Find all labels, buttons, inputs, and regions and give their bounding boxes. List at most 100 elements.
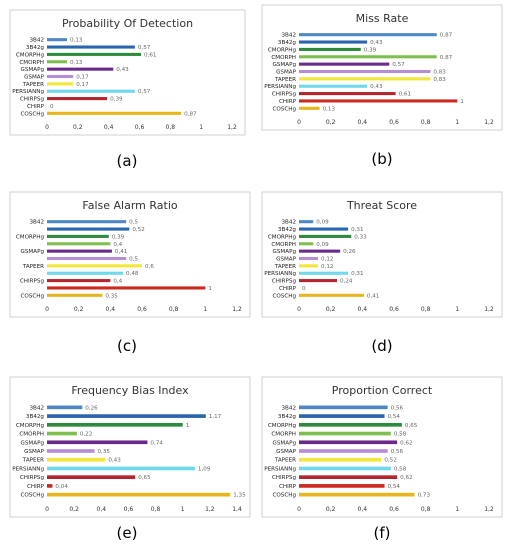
bar-COSCHg (299, 492, 415, 497)
bar-GSMAP (299, 449, 388, 453)
value-label-PERSIANNg: 0,48 (126, 271, 139, 277)
value-label-CMORPHg: 0,33 (354, 234, 367, 240)
category-label-CMORPHg: CMORPHg (16, 423, 45, 429)
value-label-3B42: 0,5 (129, 220, 138, 226)
category-label-TAPEER: TAPEER (22, 458, 44, 464)
value-label-CHIRP: 0,54 (388, 484, 401, 490)
value-label-3B42: 0,56 (391, 405, 404, 411)
category-label-TAPEER: TAPEER (22, 264, 44, 270)
category-label-CMORPH: CMORPH (271, 242, 296, 248)
x-tick-label: 0,4 (358, 306, 368, 313)
value-label-CHIRP: 0 (50, 104, 54, 110)
category-label-CHIRP: CHIRP (27, 484, 45, 490)
x-tick-label: 1,4 (232, 506, 242, 513)
category-label-GSMAP: GSMAP (24, 449, 45, 455)
category-label-COSCHg: COSCHg (272, 106, 296, 112)
x-tick-label: 1,2 (484, 506, 494, 513)
chart-panel-5: Frequency Bias Index 3B42 0,26 3B42g 1,17 CMO… (9, 376, 251, 518)
panel-label: (c) (117, 337, 137, 355)
bar-CMORPH (299, 55, 437, 59)
value-label-3B42: 0,26 (85, 405, 98, 411)
value-label-CHIRP: 1 (208, 286, 212, 292)
category-label-GSMAP: GSMAP (24, 75, 45, 81)
bar-CMORPH (47, 60, 68, 64)
value-label-CHIRP: 0,04 (55, 484, 68, 490)
x-tick-label: 0,6 (389, 119, 399, 126)
chart-title: False Alarm Ratio (82, 199, 177, 212)
value-label-3B42: 0,87 (440, 33, 453, 39)
bar-3B42 (299, 405, 388, 410)
value-label-GSMAP: 0,5 (129, 257, 138, 263)
bar-PERSIANNg (299, 84, 368, 88)
value-label-GSMAPg: 0,57 (392, 62, 405, 68)
category-label-TAPEER: TAPEER (274, 264, 296, 270)
panel-label: (a) (117, 152, 138, 170)
value-label-PERSIANNg: 0,31 (351, 271, 364, 277)
bar-CMORPH (47, 431, 77, 436)
value-label-CHIRPSg: 0,39 (110, 97, 123, 103)
bar-GSMAPg (47, 67, 114, 71)
value-label-TAPEER: 0,17 (76, 82, 89, 88)
value-label-GSMAPg: 0,43 (116, 67, 129, 73)
bar-CMORPHg (299, 234, 352, 238)
category-label-CHIRPSg: CHIRPSg (272, 279, 297, 285)
x-tick-label: 0,2 (326, 506, 336, 513)
category-label-CHIRPSg: CHIRPSg (20, 279, 45, 285)
value-label-CHIRP: 1 (460, 99, 464, 105)
bar-CHIRP (47, 286, 206, 290)
category-label-CHIRPSg: CHIRPSg (272, 92, 297, 98)
bar-TAPEER (299, 264, 318, 268)
x-tick-label: 0,6 (389, 306, 399, 313)
panel-label: (d) (371, 337, 392, 355)
x-tick-label: 0,8 (151, 506, 161, 513)
bar-GSMAPg (47, 249, 112, 253)
value-label-COSCHg: 1,35 (233, 493, 246, 499)
chart-panel-4: Threat Score 3B42 0,09 3B42g 0,31 CMORPHg 0,33… (261, 191, 503, 318)
value-label-3B42g: 1,17 (209, 414, 222, 420)
bar-TAPEER (47, 82, 74, 86)
category-label-CHIRP: CHIRP (279, 484, 297, 490)
value-label-CMORPHg: 0,61 (144, 52, 157, 58)
panel-label: (e) (117, 524, 138, 542)
bar-3B42g (299, 40, 368, 44)
category-label-GSMAPg: GSMAPg (273, 62, 297, 68)
x-tick-label: 0 (297, 306, 301, 313)
category-label-COSCHg: COSCHg (20, 111, 44, 117)
x-tick-label: 0,8 (421, 119, 431, 126)
x-tick-label: 0,2 (69, 506, 79, 513)
category-label-PERSIANNg: PERSIANNg (12, 89, 44, 95)
x-tick-label: 1,2 (227, 124, 237, 131)
bar-GSMAP (47, 449, 95, 453)
value-label-PERSIANNg: 0,43 (370, 84, 383, 90)
bar-CMORPH (299, 242, 314, 246)
bar-COSCHg (299, 106, 320, 110)
x-tick-label: 1 (455, 506, 459, 513)
category-label-GSMAP: GSMAP (276, 449, 297, 455)
x-tick-label: 0 (297, 119, 301, 126)
category-label-CHIRPSg: CHIRPSg (20, 475, 45, 481)
category-label-TAPEER: TAPEER (274, 77, 296, 83)
chart-title: Probability Of Detection (62, 17, 193, 30)
value-label-CHIRPSg: 0,65 (138, 475, 151, 481)
bar-TAPEER (47, 457, 106, 462)
bar-PERSIANNg (299, 271, 349, 275)
bar-3B42g (47, 227, 130, 231)
bar-3B42 (47, 405, 83, 410)
chart-title: Proportion Correct (332, 384, 433, 397)
category-label-GSMAPg: GSMAPg (273, 249, 297, 255)
value-label-GSMAP: 0,12 (321, 257, 333, 263)
category-label-CMORPHg: CMORPHg (16, 52, 45, 58)
bar-3B42 (47, 220, 127, 224)
value-label-COSCHg: 0,73 (418, 493, 431, 499)
category-label-GSMAP: GSMAP (276, 257, 297, 263)
x-tick-label: 0,4 (97, 506, 107, 513)
panel-label: (f) (374, 524, 391, 542)
value-label-GSMAP: 0,17 (76, 75, 89, 81)
category-label-GSMAP: GSMAP (276, 70, 297, 76)
bar-CMORPHg (47, 234, 109, 238)
category-label-PERSIANNg: PERSIANNg (264, 466, 296, 472)
value-label-CMORPH: 0,13 (70, 60, 83, 66)
x-tick-label: 0,8 (421, 306, 431, 313)
value-label-TAPEER: 0,83 (433, 77, 446, 83)
